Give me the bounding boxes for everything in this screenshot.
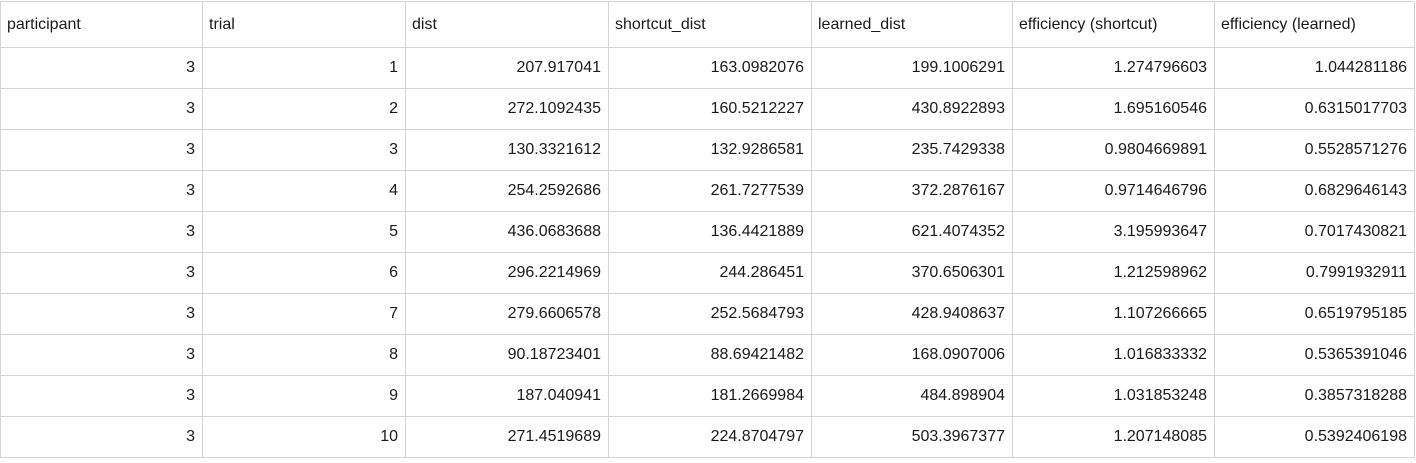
- cell-learned-dist[interactable]: 199.1006291: [811, 47, 1013, 89]
- table-row: 3 3 130.3321612 132.9286581 235.7429338 …: [0, 129, 1415, 171]
- cell-efficiency-shortcut[interactable]: 1.274796603: [1012, 47, 1215, 89]
- cell-learned-dist[interactable]: 168.0907006: [811, 334, 1013, 376]
- cell-participant[interactable]: 3: [0, 334, 203, 376]
- cell-efficiency-shortcut[interactable]: 1.207148085: [1012, 416, 1215, 458]
- cell-trial[interactable]: 2: [202, 88, 406, 130]
- cell-participant[interactable]: 3: [0, 47, 203, 89]
- cell-trial[interactable]: 4: [202, 170, 406, 212]
- cell-dist[interactable]: 90.18723401: [405, 334, 609, 376]
- header-cell-dist[interactable]: dist: [405, 1, 609, 48]
- cell-trial[interactable]: 3: [202, 129, 406, 171]
- cell-efficiency-learned[interactable]: 0.6315017703: [1214, 88, 1415, 130]
- cell-efficiency-learned[interactable]: 0.6519795185: [1214, 293, 1415, 335]
- cell-participant[interactable]: 3: [0, 129, 203, 171]
- table-row: 3 9 187.040941 181.2669984 484.898904 1.…: [0, 375, 1415, 417]
- cell-efficiency-learned[interactable]: 0.5528571276: [1214, 129, 1415, 171]
- cell-shortcut-dist[interactable]: 224.8704797: [608, 416, 812, 458]
- header-cell-shortcut-dist[interactable]: shortcut_dist: [608, 1, 812, 48]
- cell-efficiency-shortcut[interactable]: 1.107266665: [1012, 293, 1215, 335]
- cell-dist[interactable]: 279.6606578: [405, 293, 609, 335]
- cell-trial[interactable]: 10: [202, 416, 406, 458]
- cell-dist[interactable]: 272.1092435: [405, 88, 609, 130]
- cell-shortcut-dist[interactable]: 163.0982076: [608, 47, 812, 89]
- header-cell-learned-dist[interactable]: learned_dist: [811, 1, 1013, 48]
- table-row: 3 4 254.2592686 261.7277539 372.2876167 …: [0, 170, 1415, 212]
- cell-efficiency-learned[interactable]: 1.044281186: [1214, 47, 1415, 89]
- cell-efficiency-shortcut[interactable]: 0.9714646796: [1012, 170, 1215, 212]
- cell-participant[interactable]: 3: [0, 211, 203, 253]
- header-cell-efficiency-shortcut[interactable]: efficiency (shortcut): [1012, 1, 1215, 48]
- cell-efficiency-shortcut[interactable]: 1.031853248: [1012, 375, 1215, 417]
- cell-trial[interactable]: 7: [202, 293, 406, 335]
- cell-efficiency-shortcut[interactable]: 1.695160546: [1012, 88, 1215, 130]
- cell-dist[interactable]: 130.3321612: [405, 129, 609, 171]
- table-row: 3 1 207.917041 163.0982076 199.1006291 1…: [0, 47, 1415, 89]
- cell-learned-dist[interactable]: 484.898904: [811, 375, 1013, 417]
- table-row: 3 7 279.6606578 252.5684793 428.9408637 …: [0, 293, 1415, 335]
- cell-dist[interactable]: 296.2214969: [405, 252, 609, 294]
- table-row: 3 5 436.0683688 136.4421889 621.4074352 …: [0, 211, 1415, 253]
- cell-shortcut-dist[interactable]: 88.69421482: [608, 334, 812, 376]
- cell-dist[interactable]: 187.040941: [405, 375, 609, 417]
- cell-dist[interactable]: 436.0683688: [405, 211, 609, 253]
- cell-participant[interactable]: 3: [0, 170, 203, 212]
- cell-participant[interactable]: 3: [0, 88, 203, 130]
- cell-shortcut-dist[interactable]: 261.7277539: [608, 170, 812, 212]
- cell-shortcut-dist[interactable]: 181.2669984: [608, 375, 812, 417]
- cell-dist[interactable]: 254.2592686: [405, 170, 609, 212]
- cell-efficiency-shortcut[interactable]: 1.212598962: [1012, 252, 1215, 294]
- table-row: 3 10 271.4519689 224.8704797 503.3967377…: [0, 416, 1415, 458]
- cell-efficiency-shortcut[interactable]: 1.016833332: [1012, 334, 1215, 376]
- cell-dist[interactable]: 207.917041: [405, 47, 609, 89]
- cell-shortcut-dist[interactable]: 252.5684793: [608, 293, 812, 335]
- cell-learned-dist[interactable]: 428.9408637: [811, 293, 1013, 335]
- cell-efficiency-shortcut[interactable]: 3.195993647: [1012, 211, 1215, 253]
- cell-participant[interactable]: 3: [0, 416, 203, 458]
- cell-trial[interactable]: 6: [202, 252, 406, 294]
- cell-efficiency-learned[interactable]: 0.7017430821: [1214, 211, 1415, 253]
- cell-trial[interactable]: 8: [202, 334, 406, 376]
- cell-trial[interactable]: 5: [202, 211, 406, 253]
- cell-efficiency-learned[interactable]: 0.5392406198: [1214, 416, 1415, 458]
- cell-learned-dist[interactable]: 370.6506301: [811, 252, 1013, 294]
- cell-learned-dist[interactable]: 372.2876167: [811, 170, 1013, 212]
- cell-efficiency-learned[interactable]: 0.5365391046: [1214, 334, 1415, 376]
- cell-shortcut-dist[interactable]: 132.9286581: [608, 129, 812, 171]
- cell-efficiency-learned[interactable]: 0.6829646143: [1214, 170, 1415, 212]
- cell-shortcut-dist[interactable]: 160.5212227: [608, 88, 812, 130]
- data-rows: 3 1 207.917041 163.0982076 199.1006291 1…: [0, 47, 1415, 458]
- header-cell-efficiency-learned[interactable]: efficiency (learned): [1214, 1, 1415, 48]
- cell-participant[interactable]: 3: [0, 293, 203, 335]
- cell-participant[interactable]: 3: [0, 375, 203, 417]
- cell-efficiency-shortcut[interactable]: 0.9804669891: [1012, 129, 1215, 171]
- header-row-group: participant trial dist shortcut_dist lea…: [0, 1, 1415, 48]
- cell-dist[interactable]: 271.4519689: [405, 416, 609, 458]
- cell-shortcut-dist[interactable]: 244.286451: [608, 252, 812, 294]
- header-cell-trial[interactable]: trial: [202, 1, 406, 48]
- table-row: 3 2 272.1092435 160.5212227 430.8922893 …: [0, 88, 1415, 130]
- cell-trial[interactable]: 9: [202, 375, 406, 417]
- cell-learned-dist[interactable]: 430.8922893: [811, 88, 1013, 130]
- table-row: 3 8 90.18723401 88.69421482 168.0907006 …: [0, 334, 1415, 376]
- cell-efficiency-learned[interactable]: 0.3857318288: [1214, 375, 1415, 417]
- cell-shortcut-dist[interactable]: 136.4421889: [608, 211, 812, 253]
- header-row: participant trial dist shortcut_dist lea…: [0, 1, 1415, 48]
- header-cell-participant[interactable]: participant: [0, 1, 203, 48]
- table-row: 3 6 296.2214969 244.286451 370.6506301 1…: [0, 252, 1415, 294]
- cell-trial[interactable]: 1: [202, 47, 406, 89]
- cell-efficiency-learned[interactable]: 0.7991932911: [1214, 252, 1415, 294]
- cell-learned-dist[interactable]: 235.7429338: [811, 129, 1013, 171]
- cell-participant[interactable]: 3: [0, 252, 203, 294]
- cell-learned-dist[interactable]: 621.4074352: [811, 211, 1013, 253]
- cell-learned-dist[interactable]: 503.3967377: [811, 416, 1013, 458]
